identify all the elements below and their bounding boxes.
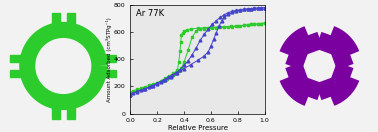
Bar — [67, 94, 75, 119]
X-axis label: Relative Pressure: Relative Pressure — [167, 125, 228, 131]
Bar — [11, 55, 36, 62]
Text: Ar 77K: Ar 77K — [136, 9, 164, 18]
Bar — [52, 94, 60, 119]
Y-axis label: Amount Adsorbed (cm³STPg⁻¹): Amount Adsorbed (cm³STPg⁻¹) — [107, 17, 112, 102]
Bar — [91, 70, 116, 77]
Bar — [52, 13, 60, 38]
Bar — [67, 13, 75, 38]
Bar — [11, 70, 36, 77]
Polygon shape — [36, 39, 91, 93]
Bar — [91, 55, 116, 62]
